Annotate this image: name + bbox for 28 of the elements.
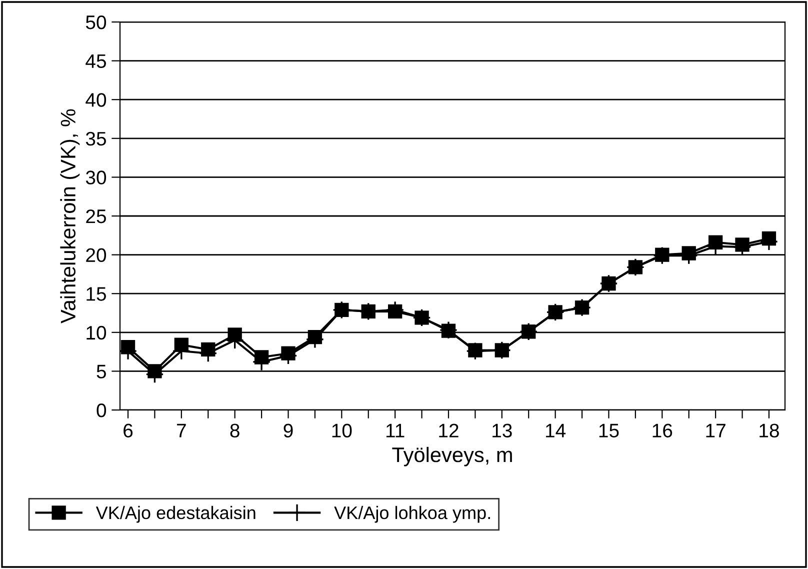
y-axis-title: Vaihtelukerroin (VK), % [60,109,80,324]
x-tick-label: 6 [124,424,133,438]
x-axis-title: Työleveys, m [392,446,512,466]
y-tick-label: 20 [86,248,106,262]
x-tick-label: 9 [284,424,293,438]
x-tick-label: 10 [332,424,352,438]
x-tick-label: 18 [760,424,779,438]
y-tick-label: 50 [86,15,106,30]
legend-label: VK/Ajo lohkoa ymp. [334,506,490,523]
x-tick-label: 14 [546,424,566,438]
x-tick-label: 17 [706,424,726,438]
y-tick-label: 0 [96,403,106,418]
x-tick-label: 15 [599,424,619,438]
x-tick-label: 13 [492,424,512,438]
x-tick-label: 12 [439,424,458,438]
legend-label: VK/Ajo edestakaisin [96,506,256,523]
y-tick-label: 30 [86,170,106,184]
y-tick-label: 10 [86,326,106,340]
y-tick-label: 5 [96,364,106,378]
y-tick-label: 25 [86,209,106,224]
y-tick-label: 35 [86,132,106,146]
y-tick-label: 15 [86,287,106,301]
x-tick-label: 16 [652,424,672,438]
x-tick-label: 8 [230,424,240,438]
x-tick-label: 11 [386,424,404,438]
y-tick-label: 45 [86,54,106,68]
x-tick-label: 7 [177,424,186,438]
y-tick-label: 40 [86,93,106,107]
